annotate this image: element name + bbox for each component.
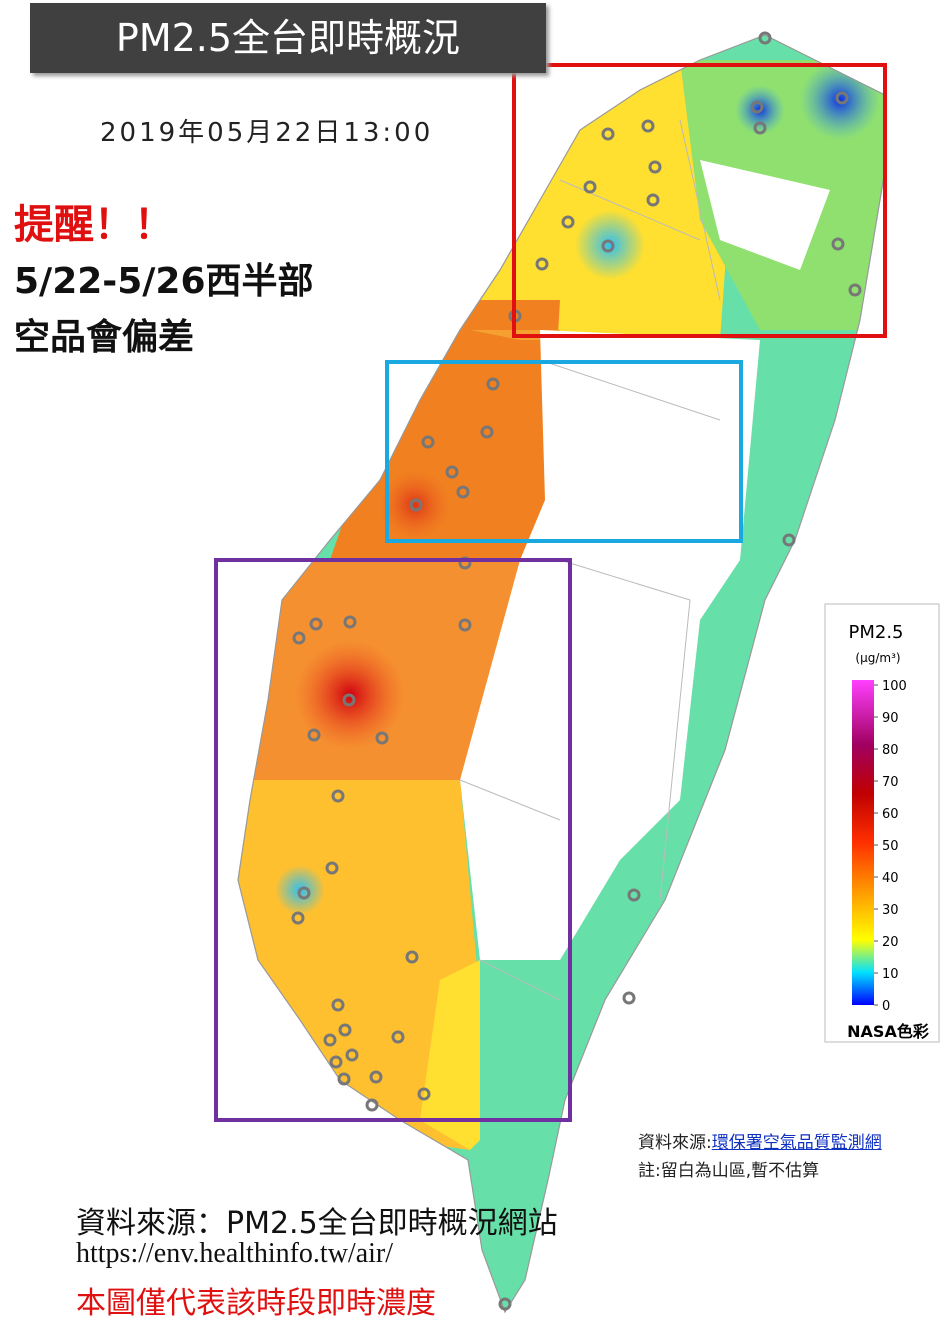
timestamp: 2019年05月22日13:00 [100, 118, 434, 148]
legend-tick-label: 0 [882, 999, 890, 1014]
title: PM2.5全台即時概況 [115, 16, 461, 60]
legend-tick-label: 50 [882, 839, 899, 854]
legend-frame [824, 603, 940, 1043]
central-box [385, 360, 743, 543]
reminder-line: 5/22-5/26西半部 [14, 261, 314, 302]
legend-tick-label: 60 [882, 807, 899, 822]
footer-disclaimer: 本圖僅代表該時段即時濃度 [76, 1286, 436, 1321]
legend-tick-label: 90 [882, 711, 899, 726]
source-note: 資料來源:環保署空氣品質監測網 [638, 1128, 882, 1153]
reminder-heading: 提醒！！ [14, 202, 174, 248]
footer-url: https://env.healthinfo.tw/air/ [76, 1238, 394, 1269]
legend-title: PM2.5 [848, 622, 903, 643]
legend-tick-label: 20 [882, 935, 899, 950]
source-link[interactable]: 環保署空氣品質監測網 [711, 1133, 882, 1153]
legend: PM2.5 (μg/m³) NASA色彩 0 10 20 30 40 50 60 70 80 90… [824, 603, 940, 1043]
legend-tick-label: 70 [882, 775, 899, 790]
stations [291, 31, 862, 1311]
south-box [214, 558, 572, 1122]
north-box [512, 63, 887, 338]
reminder-line: 空品會偏差 [14, 317, 195, 358]
legend-tick-label: 80 [882, 743, 899, 758]
legend-tick-label: 100 [882, 679, 907, 694]
legend-unit: (μg/m³) [855, 651, 900, 665]
title-bar: PM2.5全台即時概況 [30, 3, 546, 73]
source-label: 資料來源: [638, 1133, 712, 1153]
footer-source: 資料來源：PM2.5全台即時概況網站 [76, 1206, 558, 1241]
legend-tick-label: 40 [882, 871, 899, 886]
legend-tick-label: 10 [882, 967, 899, 982]
color-bar [852, 680, 874, 1005]
remark: 註:留白為山區,暫不估算 [638, 1161, 820, 1181]
legend-caption: NASA色彩 [847, 1022, 929, 1041]
county-borders [459, 119, 721, 1001]
legend-tick-label: 30 [882, 903, 899, 918]
